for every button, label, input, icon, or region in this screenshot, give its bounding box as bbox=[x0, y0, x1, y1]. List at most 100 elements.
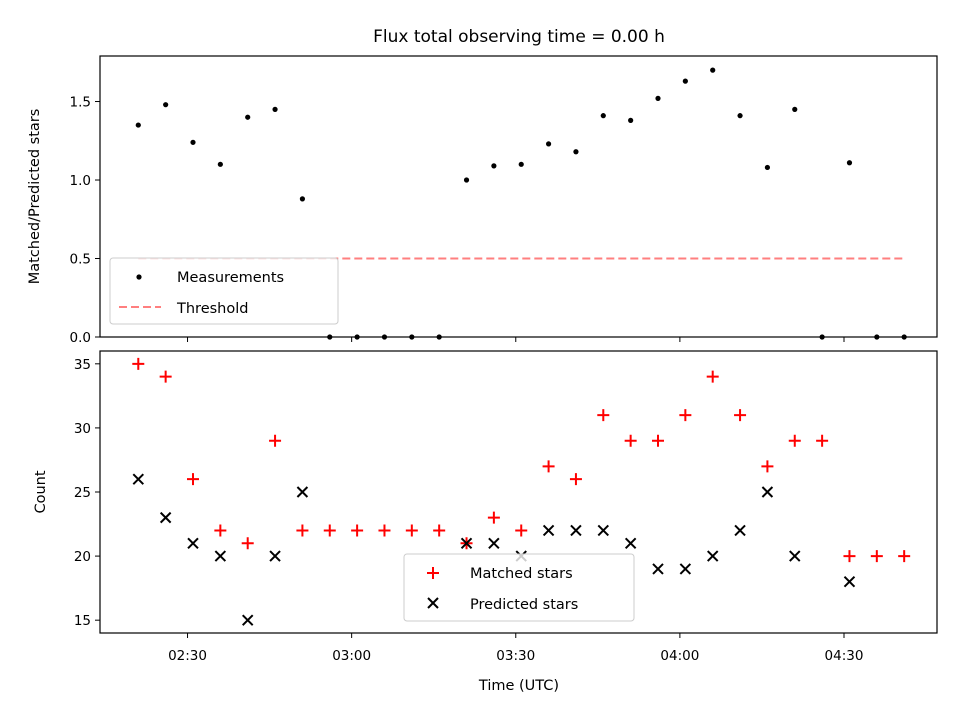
matched-star-point bbox=[296, 524, 309, 537]
x-tick-label: 03:30 bbox=[496, 648, 535, 664]
predicted-star-point bbox=[597, 524, 610, 537]
matched-star-point bbox=[542, 460, 555, 473]
predicted-star-point bbox=[706, 550, 719, 562]
predicted-star-point bbox=[241, 614, 254, 626]
bottom-ytick-label: 35 bbox=[74, 357, 91, 373]
matched-star-point bbox=[652, 434, 664, 447]
measurement-point bbox=[628, 117, 634, 123]
top-ytick-label: 1.5 bbox=[70, 95, 91, 111]
top-legend: Measurements Threshold bbox=[109, 257, 339, 325]
matched-star-point bbox=[159, 370, 172, 383]
predicted-star-point bbox=[734, 524, 746, 537]
top-legend-box bbox=[109, 257, 339, 325]
matched-star-point bbox=[132, 357, 145, 370]
matched-star-point bbox=[788, 434, 801, 447]
legend-threshold-label: Threshold bbox=[176, 301, 248, 317]
x-axis-label: Time (UTC) bbox=[478, 678, 559, 694]
top-panel: 0.0 0.5 1.0 1.5 Matched/Predicted stars Mea… bbox=[27, 55, 938, 346]
top-axis-ticks: 0.0 0.5 1.0 1.5 bbox=[70, 95, 845, 346]
matched-star-point bbox=[870, 550, 883, 563]
measurement-point bbox=[710, 67, 716, 73]
top-plot-frame bbox=[99, 55, 938, 338]
measurement-point bbox=[846, 160, 853, 166]
matched-star-point bbox=[187, 473, 199, 486]
measurement-point bbox=[163, 102, 169, 108]
bottom-ylabel: Count bbox=[33, 470, 49, 513]
predicted-star-point bbox=[652, 563, 664, 575]
predicted-star-point bbox=[214, 550, 227, 562]
measurement-point bbox=[217, 161, 223, 167]
matched-star-point bbox=[323, 524, 336, 537]
matched-star-point bbox=[269, 434, 282, 447]
measurement-point bbox=[655, 95, 661, 101]
predicted-star-point bbox=[132, 473, 145, 485]
measurement-point bbox=[682, 78, 688, 84]
measurement-point bbox=[299, 196, 306, 202]
matched-star-point bbox=[898, 550, 911, 563]
bottom-panel: 15 20 25 30 35 02:30 03:00 03:30 04:00 04:30 Coun… bbox=[33, 350, 938, 694]
matched-star-point bbox=[597, 409, 610, 422]
legend-matched-label: Matched stars bbox=[470, 566, 573, 582]
bottom-ytick-label: 25 bbox=[74, 485, 91, 501]
predicted-star-point bbox=[542, 524, 555, 537]
matched-star-point bbox=[241, 537, 254, 550]
predicted-star-point bbox=[843, 576, 856, 588]
matched-star-point bbox=[487, 511, 500, 524]
x-tick-label: 04:00 bbox=[660, 648, 699, 664]
predicted-star-point bbox=[159, 511, 172, 524]
predicted-star-point bbox=[761, 486, 774, 498]
matched-star-point bbox=[679, 409, 692, 422]
predicted-star-point bbox=[269, 550, 281, 562]
matched-star-point bbox=[761, 460, 774, 473]
measurement-point bbox=[545, 141, 552, 147]
bottom-legend-box bbox=[403, 553, 635, 622]
measurement-point bbox=[518, 161, 524, 167]
measurement-point bbox=[245, 114, 251, 120]
x-tick-label: 04:30 bbox=[825, 648, 864, 664]
measurement-point bbox=[272, 106, 278, 112]
matched-star-point bbox=[378, 524, 391, 537]
bottom-ytick-label: 15 bbox=[74, 613, 91, 629]
top-ytick-label: 0.5 bbox=[70, 252, 91, 268]
measurement-point bbox=[573, 149, 579, 155]
x-tick-label: 03:00 bbox=[332, 648, 371, 664]
top-ytick-label: 0.0 bbox=[70, 330, 91, 346]
matched-star-point bbox=[706, 370, 719, 383]
bottom-legend: Matched stars Predicted stars bbox=[403, 553, 635, 622]
bottom-plot-frame bbox=[99, 350, 938, 634]
bottom-axis-ticks: 15 20 25 30 35 02:30 03:00 03:30 04:00 04:30 bbox=[74, 357, 864, 664]
matched-star-point bbox=[816, 434, 829, 447]
predicted-star-point bbox=[789, 550, 801, 562]
measurement-point bbox=[463, 177, 470, 183]
legend-matched-marker bbox=[427, 567, 439, 579]
legend-measurements-marker bbox=[136, 274, 142, 280]
matched-star-point bbox=[405, 524, 418, 537]
matched-star-point bbox=[624, 434, 637, 447]
measurement-point bbox=[190, 139, 196, 145]
matched-star-point bbox=[734, 409, 747, 422]
predicted-star-point bbox=[488, 537, 500, 549]
top-ylabel: Matched/Predicted stars bbox=[27, 109, 43, 285]
matched-star-point bbox=[351, 524, 364, 537]
x-tick-label: 02:30 bbox=[168, 648, 207, 664]
matched-star-point bbox=[433, 524, 446, 537]
measurement-point bbox=[764, 164, 771, 171]
matched-star-point bbox=[843, 550, 856, 563]
legend-measurements-label: Measurements bbox=[177, 270, 284, 286]
legend-predicted-marker bbox=[427, 597, 439, 609]
measurement-point bbox=[600, 113, 606, 119]
bottom-ytick-label: 20 bbox=[74, 549, 91, 565]
measurement-point bbox=[135, 122, 141, 128]
predicted-star-point bbox=[624, 537, 637, 549]
matched-star-point bbox=[214, 524, 227, 537]
predicted-star-point bbox=[570, 524, 582, 537]
chart-title: Flux total observing time = 0.00 h bbox=[373, 27, 665, 47]
predicted-star-point bbox=[460, 537, 473, 549]
bottom-ytick-label: 30 bbox=[74, 421, 91, 437]
bottom-plot-marks bbox=[132, 357, 911, 626]
top-ytick-label: 1.0 bbox=[70, 173, 91, 189]
predicted-star-point bbox=[296, 486, 309, 498]
predicted-star-point bbox=[679, 563, 692, 575]
matched-star-point bbox=[515, 524, 528, 537]
